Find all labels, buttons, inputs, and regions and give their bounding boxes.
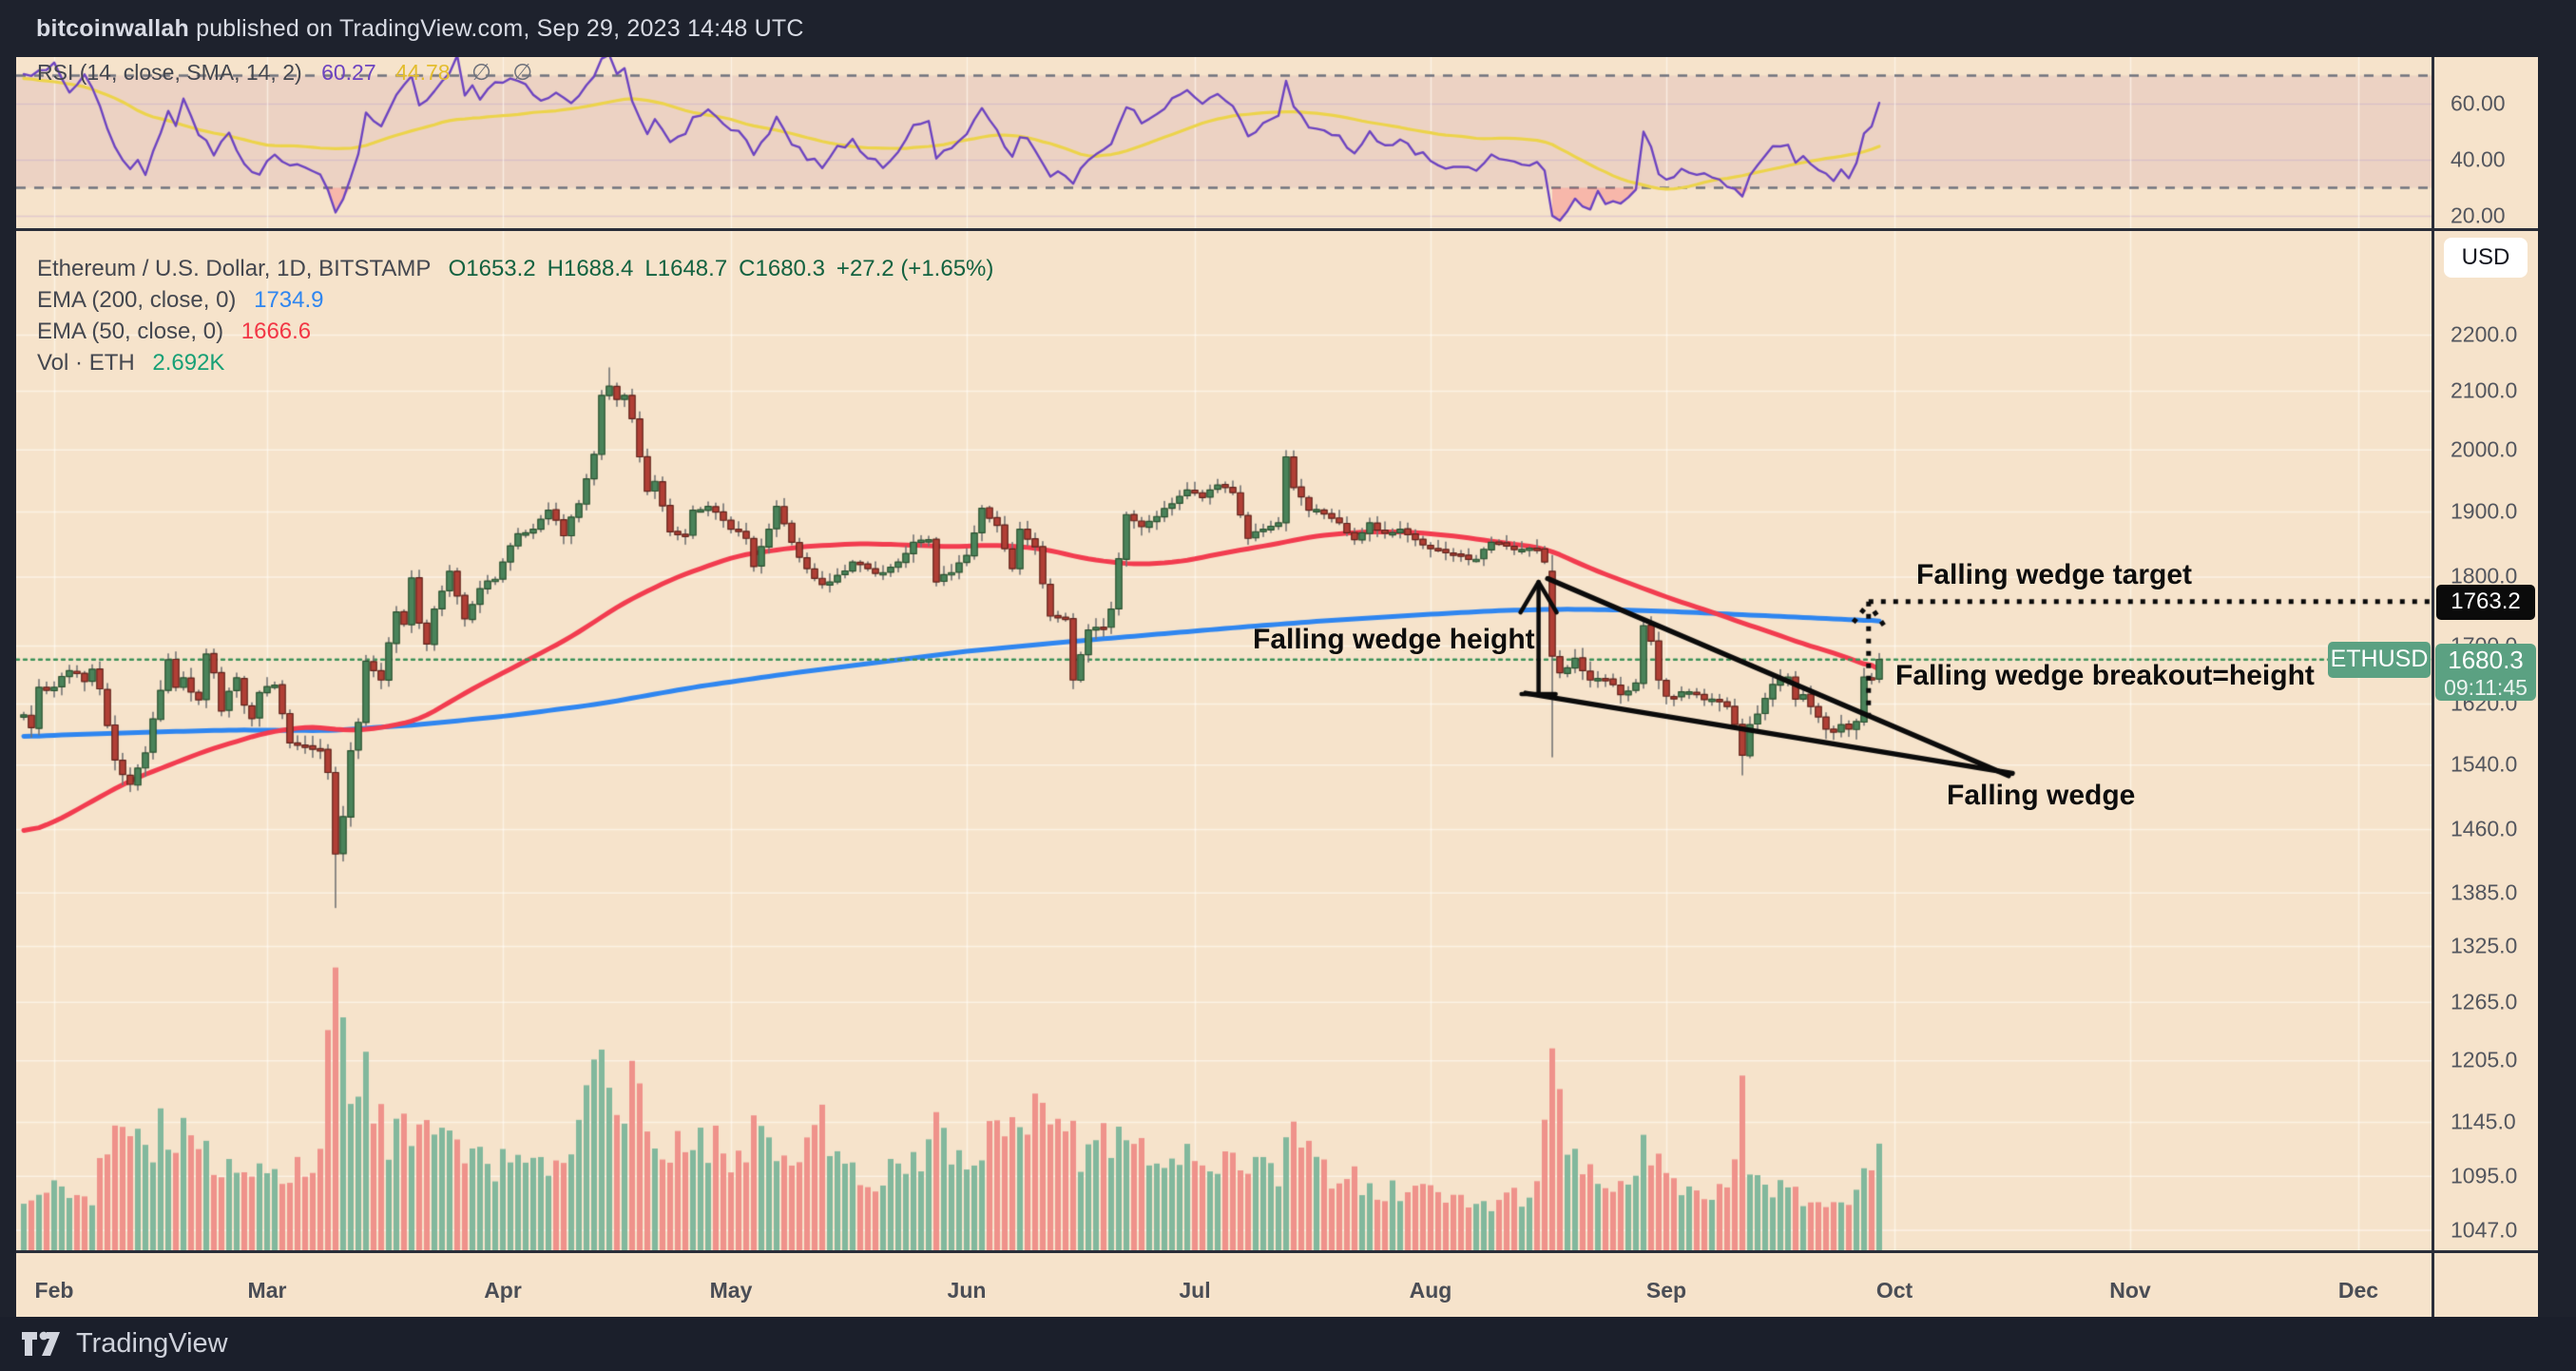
header-site: TradingView.com <box>338 14 524 42</box>
tradingview-logo-icon[interactable] <box>21 1328 63 1361</box>
target-price-label: 1763.2 <box>2436 584 2535 620</box>
annotation-falling-wedge-breakout: Falling wedge breakout=height <box>1895 660 2315 691</box>
volume-row: Vol · ETH 2.692K <box>37 347 993 378</box>
price-axis-tick: 1325.0 <box>2451 933 2518 958</box>
volume-label: Vol · ETH <box>37 350 135 376</box>
close-value: C1680.3 <box>739 256 825 281</box>
month-label-aug: Aug <box>1409 1278 1452 1303</box>
high-value: H1688.4 <box>547 256 634 281</box>
ema200-label: EMA (200, close, 0) <box>37 287 237 313</box>
time-axis[interactable] <box>16 1253 2538 1317</box>
header-published-on: published on <box>188 14 339 42</box>
price-axis-tick: 2000.0 <box>2451 436 2518 462</box>
price-plot[interactable] <box>16 230 2432 1253</box>
price-pane-divider <box>16 1250 2538 1253</box>
price-axis-tick: 1540.0 <box>2451 751 2518 777</box>
header-author: bitcoinwallah <box>36 14 189 42</box>
empty-set-icon[interactable]: ∅ <box>512 60 533 86</box>
price-axis-tick: 1800.0 <box>2451 563 2518 589</box>
annotation-falling-wedge-target: Falling wedge target <box>1916 559 2193 590</box>
symbol-title: Ethereum / U.S. Dollar, 1D, BITSTAMP <box>37 256 431 281</box>
month-label-dec: Dec <box>2337 1278 2379 1303</box>
rsi-axis-tick: 60.00 <box>2451 90 2506 116</box>
annotation-falling-wedge-height: Falling wedge height <box>1253 624 1535 655</box>
price-axis-tick: 1900.0 <box>2451 498 2518 524</box>
month-label-feb: Feb <box>34 1278 74 1303</box>
rsi-legend: RSI (14, close, SMA, 14, 2) 60.27 44.78 … <box>37 59 532 87</box>
rsi-legend-title: RSI (14, close, SMA, 14, 2) <box>37 60 302 85</box>
month-label-may: May <box>709 1278 753 1303</box>
month-label-sep: Sep <box>1645 1278 1687 1303</box>
price-axis-tick: 1385.0 <box>2451 879 2518 905</box>
ema200-value: 1734.9 <box>254 287 324 313</box>
symbol-row: Ethereum / U.S. Dollar, 1D, BITSTAMP O16… <box>37 253 993 284</box>
month-label-mar: Mar <box>247 1278 287 1303</box>
ema200-row: EMA (200, close, 0) 1734.9 <box>37 284 993 316</box>
price-axis-tick: 2200.0 <box>2451 321 2518 347</box>
month-label-jun: Jun <box>947 1278 987 1303</box>
month-label-apr: Apr <box>484 1278 522 1303</box>
header: bitcoinwallah published on TradingView.c… <box>0 0 2576 57</box>
ema50-row: EMA (50, close, 0) 1666.6 <box>37 316 993 347</box>
price-axis-tick: 1095.0 <box>2451 1163 2518 1188</box>
rsi-pane-divider <box>16 228 2538 231</box>
ema50-value: 1666.6 <box>240 319 312 344</box>
ohlc-values: O1653.2 H1688.4 L1648.7 C1680.3 +27.2 (+1.65… <box>437 256 994 281</box>
price-axis-tick: 2100.0 <box>2451 377 2518 403</box>
month-label-oct: Oct <box>1875 1278 1913 1303</box>
low-value: L1648.7 <box>644 256 728 281</box>
footer: TradingView <box>0 1317 2576 1371</box>
annotation-falling-wedge: Falling wedge <box>1947 780 2136 811</box>
price-axis-tick: 1145.0 <box>2451 1109 2516 1134</box>
rsi-value: 60.27 <box>321 60 376 85</box>
rsi-sma-value: 44.78 <box>395 60 451 85</box>
symbol-legend: Ethereum / U.S. Dollar, 1D, BITSTAMP O16… <box>37 253 993 378</box>
change-value: +27.2 (+1.65%) <box>836 256 994 281</box>
price-axis-tick: 1047.0 <box>2451 1217 2518 1243</box>
currency-toggle-button[interactable]: USD <box>2444 238 2528 278</box>
month-label-nov: Nov <box>2109 1278 2151 1303</box>
rsi-plot[interactable] <box>16 57 2432 230</box>
price-axis-separator <box>2432 57 2434 1317</box>
bar-countdown: 09:11:45 <box>2444 674 2528 700</box>
symbol-tag: ETHUSD <box>2328 641 2431 678</box>
header-attribution: bitcoinwallah published on TradingView.c… <box>36 15 804 43</box>
price-axis-tick: 1265.0 <box>2451 989 2518 1014</box>
price-axis-tick: 1460.0 <box>2451 816 2518 841</box>
open-value: O1653.2 <box>448 256 536 281</box>
tradingview-brand[interactable]: TradingView <box>76 1328 228 1359</box>
header-timestamp: , Sep 29, 2023 14:48 UTC <box>523 14 804 42</box>
ema50-label: EMA (50, close, 0) <box>37 319 224 344</box>
empty-set-icon[interactable]: ∅ <box>471 60 491 86</box>
last-price-label: 1680.3 09:11:45 <box>2435 643 2536 701</box>
last-price-value: 1680.3 <box>2448 645 2524 674</box>
volume-value: 2.692K <box>152 350 225 376</box>
month-label-jul: Jul <box>1179 1278 1211 1303</box>
rsi-axis-tick: 40.00 <box>2451 146 2506 172</box>
rsi-axis-tick: 20.00 <box>2451 203 2506 228</box>
price-axis-tick: 1205.0 <box>2451 1047 2518 1072</box>
